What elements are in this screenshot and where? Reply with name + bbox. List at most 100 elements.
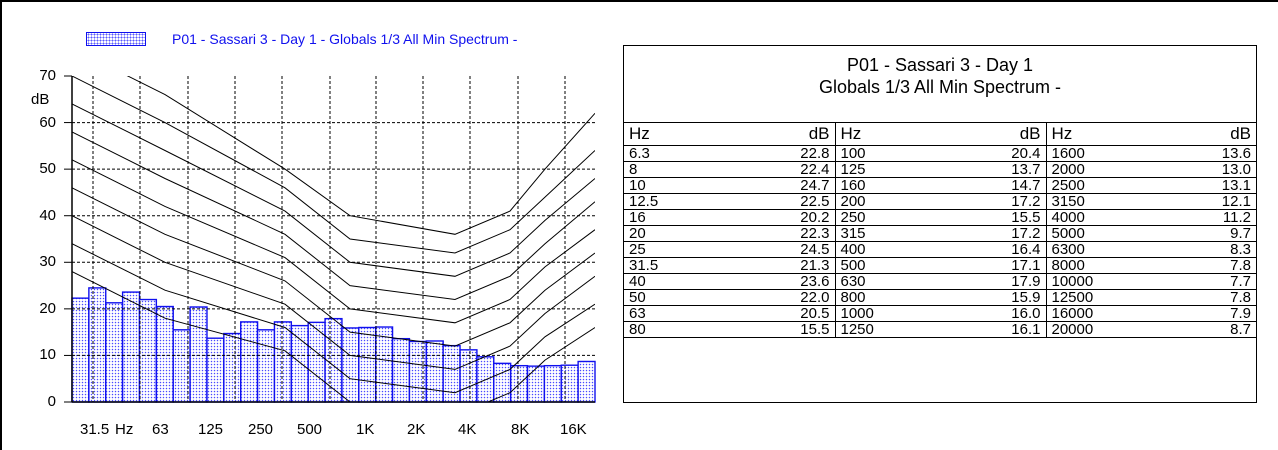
- table-row: 20 22.3 315 17.2 5000 9.7: [624, 225, 1256, 242]
- table-row: 6.3 22.8 100 20.4 1600 13.6: [624, 145, 1256, 162]
- x-tick-label: Hz: [115, 421, 134, 438]
- legend-swatch: [86, 32, 146, 46]
- spectrum-bar: [206, 337, 225, 403]
- x-tick-label: 63: [152, 421, 169, 438]
- table-row: 16 20.2 250 15.5 4000 11.2: [624, 209, 1256, 226]
- reference-curve: [72, 103, 595, 277]
- frequency-cell: 400: [835, 241, 941, 258]
- level-cell: 16.1: [941, 321, 1047, 338]
- level-cell: 15.5: [941, 209, 1047, 226]
- y-tick-label: 0: [47, 393, 56, 410]
- frequency-cell: 40: [624, 273, 730, 290]
- level-cell: 15.5: [730, 321, 836, 338]
- spectrum-bar: [240, 321, 259, 403]
- y-tick-label: 50: [39, 160, 56, 178]
- table-row: 12.5 22.5 200 17.2 3150 12.1: [624, 193, 1256, 210]
- level-cell: 7.7: [1152, 273, 1256, 290]
- table-row: 80 15.5 1250 16.1 20000 8.7: [624, 321, 1256, 338]
- spectrum-bar: [121, 291, 141, 403]
- legend-label: P01 - Sassari 3 - Day 1 - Globals 1/3 Al…: [172, 31, 518, 47]
- level-cell: 22.5: [730, 193, 836, 210]
- frequency-cell: 500: [835, 257, 941, 274]
- y-tick-label: 20: [39, 299, 56, 317]
- level-cell: 22.4: [730, 161, 836, 178]
- table-row: 50 22.0 800 15.9 12500 7.8: [624, 289, 1256, 306]
- table-row: 25 24.5 400 16.4 6300 8.3: [624, 241, 1256, 258]
- frequency-cell: 50: [624, 289, 730, 306]
- level-cell: 11.2: [1152, 209, 1256, 226]
- table-title-line-2: Globals 1/3 All Min Spectrum -: [818, 77, 1062, 97]
- reference-curve: [72, 159, 595, 324]
- reference-curve: [72, 131, 595, 301]
- y-tick-label: 40: [39, 206, 56, 224]
- level-cell: 22.0: [730, 289, 836, 306]
- spectrum-bar: [577, 360, 596, 403]
- reference-curve: [72, 243, 595, 394]
- header-db: dB: [941, 122, 1047, 146]
- level-cell: 17.9: [941, 273, 1047, 290]
- frequency-cell: 2000: [1046, 161, 1152, 178]
- table-row: 10 24.7 160 14.7 2500 13.1: [624, 177, 1256, 194]
- level-cell: 23.6: [730, 273, 836, 290]
- spectrum-bar: [189, 306, 208, 403]
- frequency-cell: 12.5: [624, 193, 730, 210]
- frequency-cell: 6300: [1046, 241, 1152, 258]
- level-cell: 20.5: [730, 305, 836, 322]
- spectrum-bar: [425, 340, 444, 403]
- reference-curve: [126, 76, 595, 235]
- x-tick-label: 2K: [407, 421, 426, 438]
- level-cell: 20.2: [730, 209, 836, 226]
- x-tick-label: 250: [248, 421, 274, 438]
- x-tick-label: 8K: [511, 421, 530, 438]
- x-tick-label: 16K: [560, 421, 587, 438]
- frequency-cell: 315: [835, 225, 941, 242]
- level-cell: 8.3: [1152, 241, 1256, 258]
- table-row: 8 22.4 125 13.7 2000 13.0: [624, 161, 1256, 178]
- reference-curve: [72, 187, 595, 347]
- frequency-cell: 80: [624, 321, 730, 338]
- spectrum-table-panel: P01 - Sassari 3 - Day 1 Globals 1/3 All …: [623, 45, 1257, 403]
- reference-curve: [72, 76, 595, 254]
- header-hz: Hz: [624, 122, 730, 146]
- level-cell: 17.1: [941, 257, 1047, 274]
- level-cell: 16.4: [941, 241, 1047, 258]
- spectrum-bar: [71, 297, 90, 403]
- level-cell: 16.0: [941, 305, 1047, 322]
- level-cell: 14.7: [941, 177, 1047, 194]
- frequency-cell: 125: [835, 161, 941, 178]
- level-cell: 21.3: [730, 257, 836, 274]
- level-cell: 24.7: [730, 177, 836, 194]
- spectrum-bar: [290, 324, 309, 403]
- frequency-cell: 8000: [1046, 257, 1152, 274]
- level-cell: 17.2: [941, 225, 1047, 242]
- frequency-cell: 250: [835, 209, 941, 226]
- level-cell: 7.8: [1152, 257, 1256, 274]
- table-row: 31.5 21.3 500 17.1 8000 7.8: [624, 257, 1256, 274]
- x-tick-label: 1K: [356, 421, 375, 438]
- frequency-cell: 31.5: [624, 257, 730, 274]
- frequency-cell: 160: [835, 177, 941, 194]
- spectrum-bar: [442, 344, 461, 403]
- frequency-cell: 20: [624, 225, 730, 242]
- level-cell: 17.2: [941, 193, 1047, 210]
- level-cell: 22.8: [730, 145, 836, 162]
- level-cell: 7.8: [1152, 289, 1256, 306]
- level-cell: 15.9: [941, 289, 1047, 306]
- header-db: dB: [1152, 122, 1256, 146]
- header-db: dB: [730, 122, 836, 146]
- y-axis-unit: dB: [31, 91, 50, 108]
- spectrum-bar: [105, 302, 124, 403]
- header-hz: Hz: [835, 122, 941, 146]
- frequency-cell: 10000: [1046, 273, 1152, 290]
- spectrum-bar: [358, 326, 377, 403]
- header-hz: Hz: [1046, 122, 1152, 146]
- frequency-cell: 16000: [1046, 305, 1152, 322]
- y-tick-label: 60: [39, 113, 56, 131]
- level-cell: 8.7: [1152, 321, 1256, 338]
- x-tick-label: 4K: [458, 421, 477, 438]
- frequency-cell: 3150: [1046, 193, 1152, 210]
- spectrum-table: Hz dB Hz dB Hz dB 6.3 22.8 100 20.4 1600 13.6…: [624, 122, 1256, 338]
- frequency-cell: 2500: [1046, 177, 1152, 194]
